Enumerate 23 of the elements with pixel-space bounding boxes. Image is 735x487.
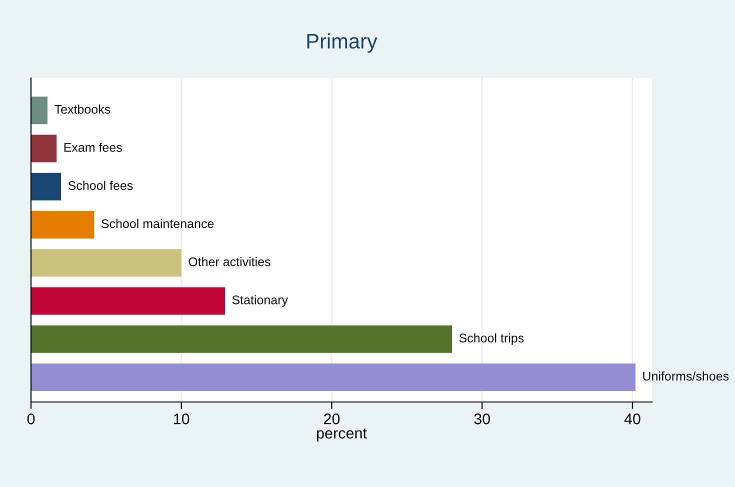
- y-tick-label: Stationary: [232, 295, 288, 307]
- bar: [31, 96, 48, 124]
- y-tick-label: School maintenance: [101, 218, 214, 228]
- bar: [31, 134, 57, 162]
- x-tick-label: 0: [27, 414, 35, 424]
- chart-title: Primary: [307, 33, 378, 53]
- bar: [31, 211, 94, 238]
- y-tick-label: School fees: [68, 180, 133, 190]
- x-tick-label: 20: [324, 414, 340, 424]
- bar: [31, 325, 452, 353]
- x-tick-label: 30: [474, 414, 490, 424]
- y-tick-label: Other activities: [188, 257, 270, 266]
- x-axis-title: percent: [317, 428, 367, 442]
- y-tick-label: Uniforms/shoes: [643, 371, 729, 381]
- x-tick-label: 10: [174, 414, 190, 424]
- bar: [31, 364, 636, 391]
- y-tick-label: Exam fees: [64, 142, 122, 152]
- bar: [31, 249, 182, 277]
- y-tick-label: Textbooks: [54, 104, 110, 114]
- bar: [31, 172, 62, 200]
- y-tick-label: School trips: [459, 333, 524, 345]
- bar: [31, 287, 225, 315]
- x-tick-label: 40: [624, 414, 640, 424]
